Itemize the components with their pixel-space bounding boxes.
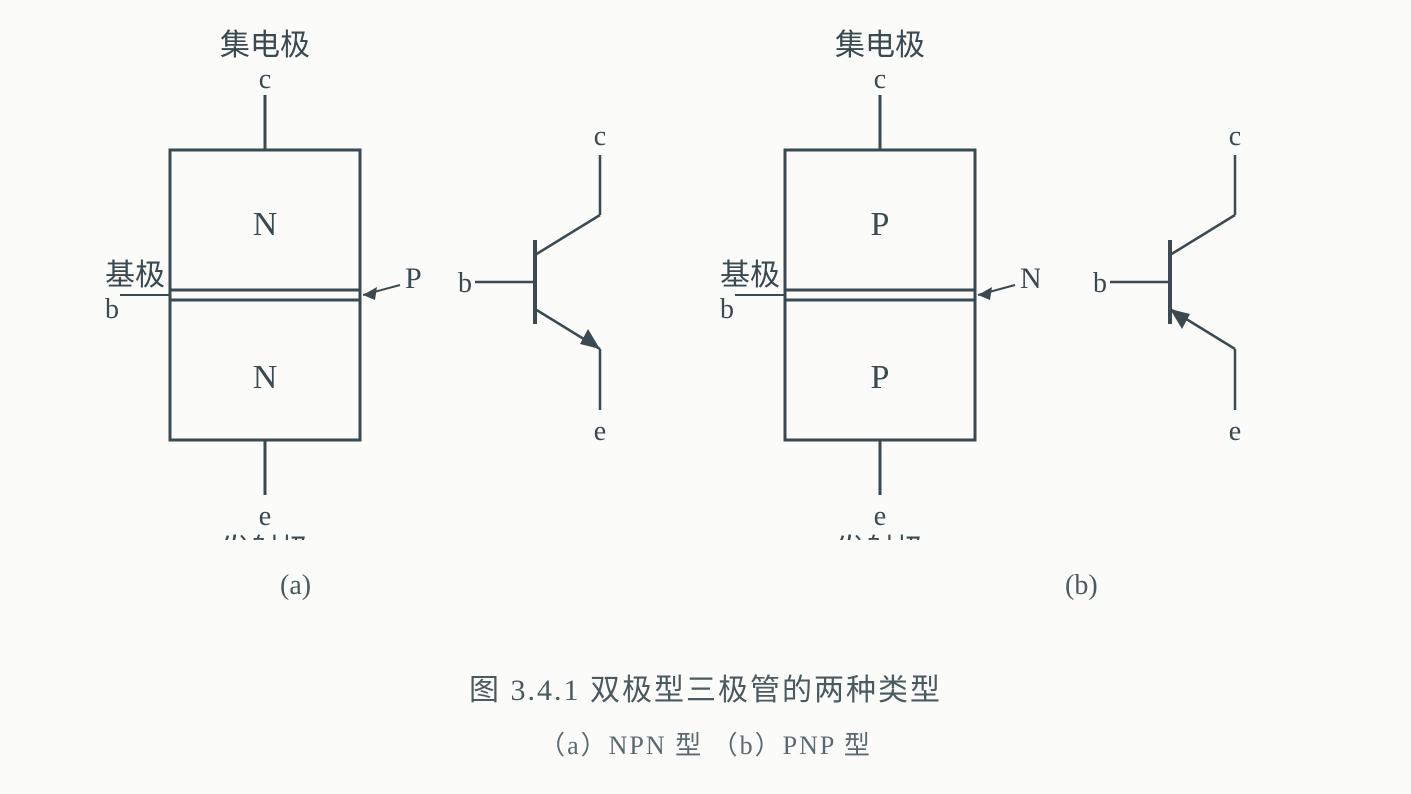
emitter-label: 发射极 — [835, 534, 925, 540]
emitter-terminal: e — [259, 501, 271, 532]
pnp-top-region: P — [871, 206, 890, 243]
sublabel-a: (a) — [280, 570, 311, 602]
pnp-structure-svg: 集电极 c P P N 基极 b e 发射极 — [720, 20, 1040, 540]
collector-label: 集电极 — [220, 29, 310, 62]
emitter-label: 发射极 — [220, 534, 310, 540]
symbol-emitter: e — [594, 416, 606, 447]
emitter-terminal: e — [874, 501, 886, 532]
base-label: 基极 — [105, 259, 165, 292]
pnp-symbol-svg: c b e — [1075, 100, 1295, 460]
pnp-structure-diagram: 集电极 c P P N 基极 b e 发射极 — [720, 20, 1040, 540]
pnp-symbol-diagram: c b e — [1075, 100, 1295, 460]
npn-mid-region: P — [405, 262, 422, 295]
npn-structure-diagram: 集电极 c N N P 基极 b e 发射极 — [105, 20, 425, 540]
pnp-mid-region: N — [1020, 262, 1040, 295]
npn-symbol-svg: c b e — [440, 100, 660, 460]
npn-bottom-region: N — [253, 359, 278, 396]
symbol-base: b — [458, 268, 472, 299]
npn-symbol-diagram: c b e — [440, 100, 660, 460]
symbol-collector: c — [1229, 121, 1241, 152]
base-terminal: b — [105, 294, 119, 325]
npn-structure-svg: 集电极 c N N P 基极 b e 发射极 — [105, 20, 425, 540]
figure-subcaption: （a）NPN 型 （b）PNP 型 — [0, 725, 1411, 762]
collector-terminal: c — [259, 64, 271, 95]
base-terminal: b — [720, 294, 734, 325]
pnp-bottom-region: P — [871, 359, 890, 396]
symbol-collector: c — [594, 121, 606, 152]
base-label: 基极 — [720, 259, 780, 292]
symbol-emitter: e — [1229, 416, 1241, 447]
sublabel-b: (b) — [1065, 570, 1098, 602]
symbol-base: b — [1093, 268, 1107, 299]
npn-top-region: N — [253, 206, 278, 243]
collector-terminal: c — [874, 64, 886, 95]
figure-caption: 图 3.4.1 双极型三极管的两种类型 — [0, 665, 1411, 709]
pnp-emitter-arrow-icon — [1170, 309, 1190, 329]
collector-label: 集电极 — [835, 29, 925, 62]
npn-emitter-arrow-icon — [580, 329, 600, 349]
